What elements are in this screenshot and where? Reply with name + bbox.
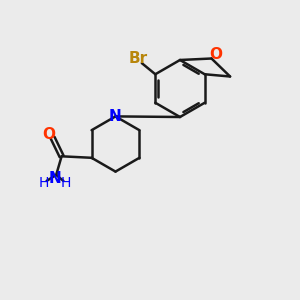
Text: Br: Br	[129, 51, 148, 66]
Text: N: N	[109, 109, 122, 124]
Text: H: H	[38, 176, 49, 190]
Text: N: N	[49, 171, 62, 186]
Text: O: O	[43, 127, 56, 142]
Text: O: O	[209, 47, 222, 62]
Text: H: H	[61, 176, 71, 190]
